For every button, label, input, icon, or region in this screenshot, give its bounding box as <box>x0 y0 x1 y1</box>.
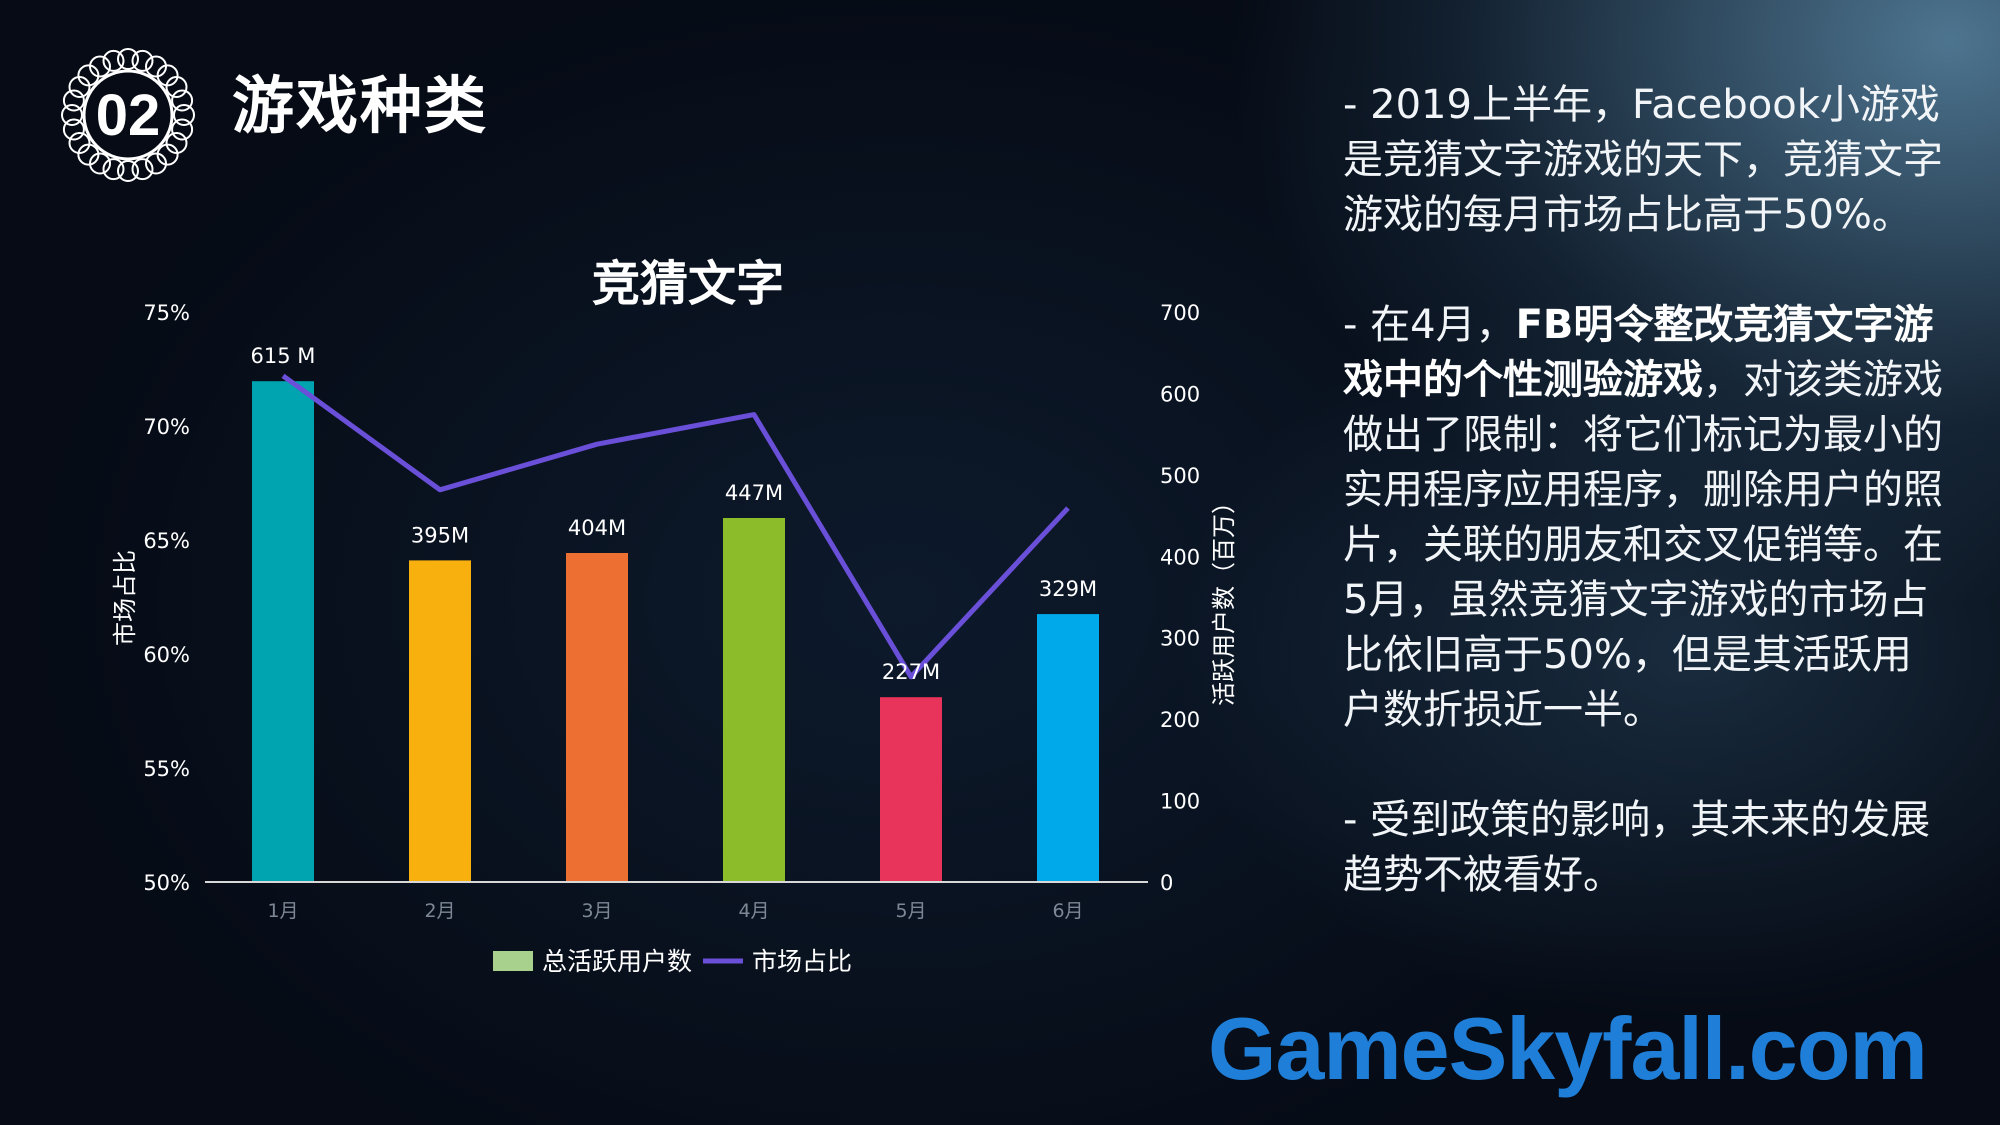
y-right-tick: 0 <box>1160 871 1173 895</box>
section-title: 游戏种类 <box>232 69 489 142</box>
y-right-tick: 400 <box>1160 545 1200 569</box>
bar-value-label: 329M <box>1039 577 1097 601</box>
bar-4 <box>723 518 785 882</box>
legend: 总活跃用户数 市场占比 <box>493 947 852 976</box>
bar-1 <box>252 381 314 882</box>
description-text: - 2019上半年，Facebook小游戏是竞猜文字游戏的天下，竞猜文字游戏的每… <box>1343 78 1943 958</box>
legend-label-share: 市场占比 <box>752 947 852 976</box>
bar-value-label: 395M <box>411 523 469 547</box>
x-tick-label: 5月 <box>895 900 926 922</box>
chart-title: 竞猜文字 <box>592 256 784 312</box>
y-right-tick: 700 <box>1160 301 1200 325</box>
y-right-tick: 100 <box>1160 790 1200 814</box>
watermark-logo: GameSkyfall.com <box>1208 999 1928 1098</box>
bar-5 <box>880 697 942 882</box>
chart: 竞猜文字 市场占比 活跃用户数（百万） 75% 70% 65% 60% 55% 50% 7… <box>111 256 1238 976</box>
y-left-tick: 65% <box>143 529 190 553</box>
x-tick-label: 4月 <box>738 900 769 922</box>
y-right-tick: 600 <box>1160 382 1200 406</box>
bar-6 <box>1037 614 1099 882</box>
market-share-line <box>281 373 1070 680</box>
section-number-badge: 02 <box>61 48 195 182</box>
y-left-tick: 75% <box>143 301 190 325</box>
paragraph-3: - 受到政策的影响，其未来的发展趋势不被看好。 <box>1343 797 1931 898</box>
y-right-tick: 500 <box>1160 464 1200 488</box>
y-left-tick: 60% <box>143 643 190 667</box>
bar-value-label: 447M <box>725 481 783 505</box>
policy-highlight: FB明令整改竞猜文字游戏中的个性测验游戏 <box>1343 302 1934 403</box>
y-left-tick: 50% <box>143 871 190 895</box>
bar-2 <box>409 560 471 882</box>
legend-swatch-users <box>493 951 533 971</box>
y-right-tick: 300 <box>1160 627 1200 651</box>
x-tick-label: 1月 <box>267 900 298 922</box>
y-left-tick: 70% <box>143 415 190 439</box>
y-right-axis-label: 活跃用户数（百万） <box>1210 490 1238 706</box>
y-left-tick: 55% <box>143 757 190 781</box>
bar-value-label: 404M <box>568 516 626 540</box>
x-tick-label: 2月 <box>424 900 455 922</box>
y-right-tick: 200 <box>1160 708 1200 732</box>
y-left-axis-label: 市场占比 <box>111 550 139 646</box>
paragraph-1: - 2019上半年，Facebook小游戏是竞猜文字游戏的天下，竞猜文字游戏的每… <box>1343 82 1943 238</box>
x-tick-label: 6月 <box>1052 900 1083 922</box>
paragraph-2: - 在4月，FB明令整改竞猜文字游戏中的个性测验游戏，对该类游戏做出了限制：将它… <box>1343 302 1943 733</box>
bar-3 <box>566 553 628 882</box>
legend-label-users: 总活跃用户数 <box>542 947 692 976</box>
bar-value-label: 227M <box>882 660 940 684</box>
section-number: 02 <box>96 83 161 148</box>
bar-value-label: 615 M <box>251 344 316 368</box>
x-tick-label: 3月 <box>581 900 612 922</box>
